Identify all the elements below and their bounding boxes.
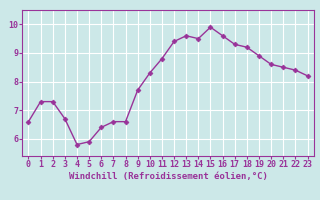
X-axis label: Windchill (Refroidissement éolien,°C): Windchill (Refroidissement éolien,°C) bbox=[68, 172, 268, 181]
